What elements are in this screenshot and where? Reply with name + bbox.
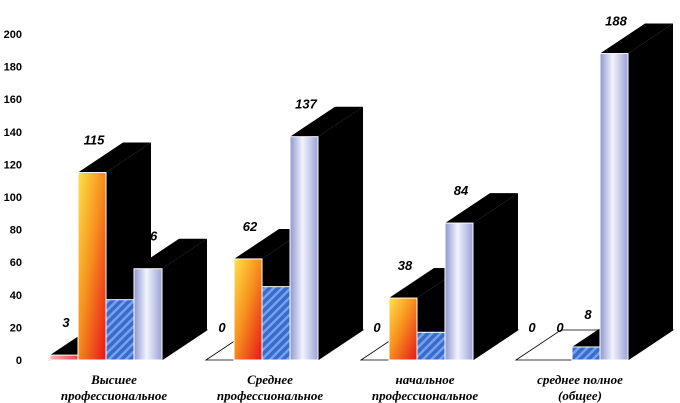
bar — [133, 238, 207, 361]
bar-front — [49, 354, 79, 361]
bar-value-label: 115 — [84, 133, 105, 148]
bar — [444, 193, 518, 361]
category-label: профессиональное — [217, 388, 323, 403]
y-tick-label: 40 — [10, 290, 22, 302]
y-axis: 0 20 40 60 80 100 120 140 160 180 200 — [4, 29, 22, 367]
bar-top — [290, 106, 363, 137]
bar-value-label: 3 — [62, 315, 70, 330]
category-label: начальное — [396, 372, 455, 387]
y-tick-label: 0 — [16, 355, 22, 367]
category-labels: ВысшеепрофессиональноеСреднеепрофессиона… — [61, 372, 623, 403]
bar-side — [628, 23, 673, 361]
bar-value-label: 137 — [295, 97, 317, 112]
bar-front — [133, 268, 163, 361]
bar-value-label: 0 — [218, 320, 226, 335]
bar-front — [571, 346, 601, 361]
category-label: (общее) — [558, 388, 602, 403]
bar-value-label: 0 — [556, 320, 564, 335]
bar-front — [444, 222, 474, 361]
bar-top — [600, 23, 673, 54]
category-label: среднее полное — [537, 372, 623, 387]
category-label: профессиональное — [372, 388, 478, 403]
bar-side — [162, 238, 207, 360]
y-tick-label: 180 — [4, 62, 22, 74]
bar-value-label: 188 — [605, 14, 627, 29]
category-label: Высшее — [90, 372, 137, 387]
bar-value-label: 62 — [243, 219, 258, 234]
bar-front — [289, 136, 319, 361]
bar-side — [473, 193, 518, 360]
category-label: Среднее — [247, 372, 293, 387]
bar-value-label: 84 — [454, 183, 469, 198]
category-label: профессиональное — [61, 388, 167, 403]
bar — [289, 106, 363, 361]
bar-front — [233, 258, 263, 361]
bar-top — [134, 238, 207, 269]
data-labels: 3 115 56 0 62 137 0 38 84 0 0 8 188 — [62, 14, 627, 335]
y-tick-label: 20 — [10, 322, 22, 334]
bar-top — [389, 268, 462, 299]
bar-value-label: 38 — [398, 258, 413, 273]
bar-top — [78, 142, 151, 173]
bar-value-label: 8 — [584, 307, 592, 322]
bar-front — [388, 297, 418, 361]
y-tick-label: 140 — [4, 127, 22, 139]
bar-value-label: 0 — [528, 320, 536, 335]
bar — [599, 23, 673, 361]
y-tick-label: 120 — [4, 159, 22, 171]
bar-front — [261, 286, 291, 361]
bar-front — [416, 331, 446, 361]
bar-side — [318, 106, 363, 360]
y-tick-label: 60 — [10, 257, 22, 269]
bar-front — [599, 53, 629, 361]
y-tick-label: 100 — [4, 192, 22, 204]
bar-value-label: 56 — [143, 229, 158, 244]
bar-top — [445, 193, 518, 224]
y-tick-label: 160 — [4, 94, 22, 106]
bar-top — [234, 228, 307, 259]
bar-value-label: 0 — [373, 320, 381, 335]
bar-front — [77, 172, 107, 361]
y-tick-label: 80 — [10, 225, 22, 237]
bars — [49, 23, 673, 361]
y-tick-label: 200 — [4, 29, 22, 41]
bar-front — [105, 299, 135, 361]
